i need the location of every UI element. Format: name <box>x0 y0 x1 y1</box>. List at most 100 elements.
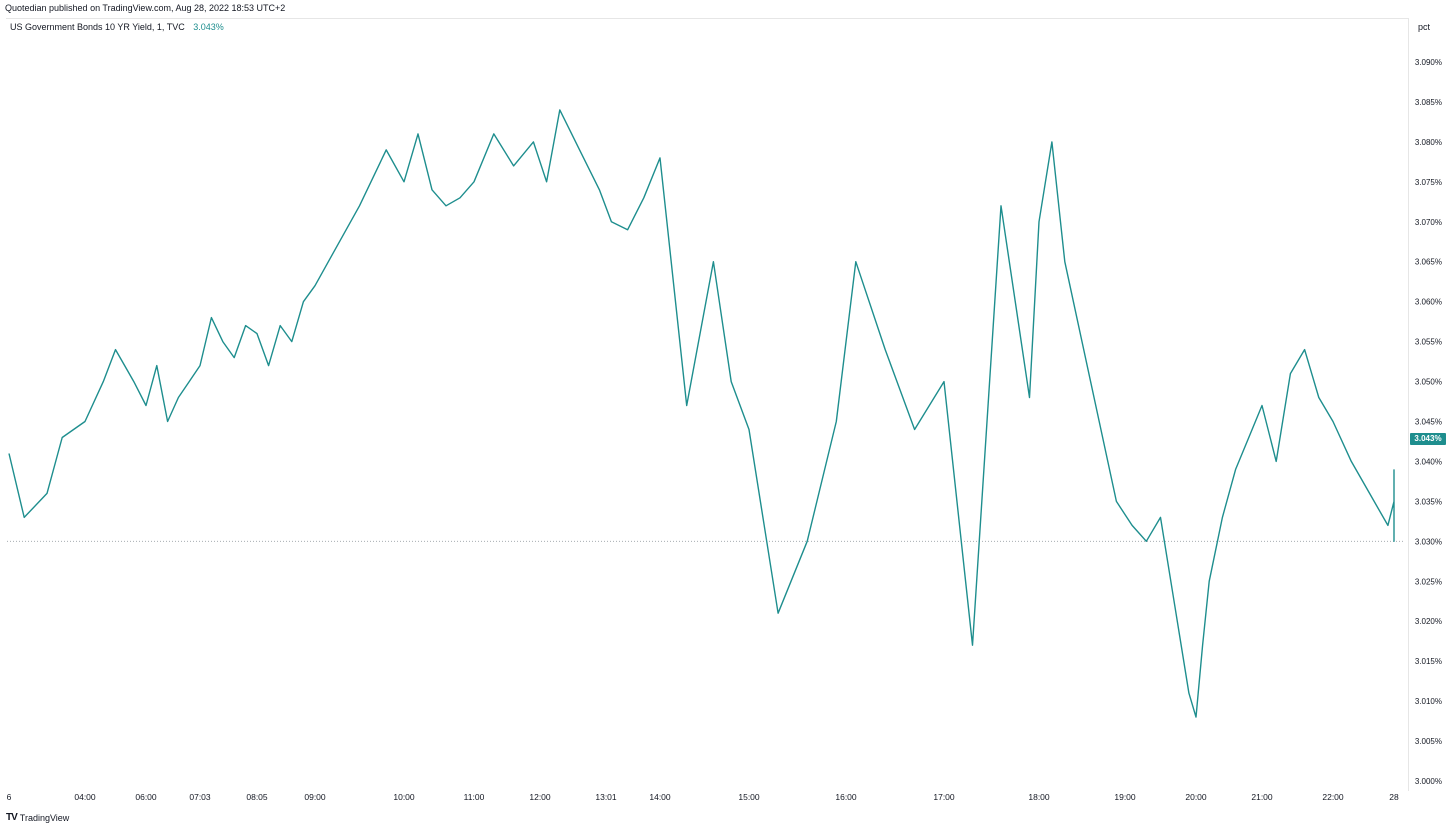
x-tick-label: 21:00 <box>1251 792 1273 802</box>
tradingview-name: TradingView <box>19 812 70 823</box>
data-point <box>445 205 447 207</box>
data-point <box>1289 372 1291 374</box>
y-tick-label: 3.035% <box>1415 497 1442 506</box>
data-point <box>1159 516 1161 518</box>
x-tick-label: 11:00 <box>464 792 485 802</box>
data-point <box>1064 261 1066 263</box>
data-point <box>8 452 10 454</box>
data-point <box>686 404 688 406</box>
data-point <box>1038 221 1040 223</box>
data-point <box>730 380 732 382</box>
data-point <box>1393 492 1395 494</box>
data-point <box>1098 420 1100 422</box>
y-tick-label: 3.080% <box>1415 138 1442 147</box>
data-point <box>748 428 750 430</box>
data-point <box>1393 500 1395 502</box>
data-point <box>1393 468 1395 470</box>
data-point <box>102 380 104 382</box>
data-point <box>1350 460 1352 462</box>
data-point <box>1145 540 1147 542</box>
x-tick-label: 16:00 <box>835 792 857 802</box>
data-point <box>1051 141 1053 143</box>
x-tick-label: 28 <box>1389 792 1399 802</box>
data-point <box>199 364 201 366</box>
data-point <box>0 476 1 478</box>
data-point <box>61 436 63 438</box>
data-point <box>0 556 1 558</box>
y-tick-label: 3.085% <box>1415 98 1442 107</box>
x-tick-label: 20:00 <box>1185 792 1207 802</box>
y-tick-label: 3.045% <box>1415 418 1442 427</box>
yield-series-line <box>8 109 1395 718</box>
data-point <box>806 540 808 542</box>
y-tick-label: 3.025% <box>1415 577 1442 586</box>
data-point <box>46 492 48 494</box>
data-point <box>0 436 1 438</box>
y-tick-label: 3.030% <box>1415 537 1442 546</box>
x-tick-label: 14:00 <box>649 792 671 802</box>
data-point <box>0 508 1 510</box>
data-point <box>459 197 461 199</box>
data-point <box>267 364 269 366</box>
x-tick-label: 12:00 <box>529 792 551 802</box>
data-point <box>971 644 973 646</box>
y-tick-label: 3.000% <box>1415 777 1442 786</box>
data-point <box>210 316 212 318</box>
x-tick-label: 09:00 <box>304 792 326 802</box>
data-point <box>777 612 779 614</box>
data-point <box>1195 716 1197 718</box>
data-point <box>0 572 1 574</box>
tradingview-logo-icon: TV <box>6 812 18 823</box>
data-point <box>114 348 116 350</box>
data-point <box>177 396 179 398</box>
data-point <box>643 197 645 199</box>
data-point <box>1387 524 1389 526</box>
data-point <box>659 157 661 159</box>
data-point <box>84 420 86 422</box>
data-point <box>913 428 915 430</box>
data-point <box>1234 468 1236 470</box>
data-point <box>156 364 158 366</box>
data-point <box>626 229 628 231</box>
x-tick-label: 10:00 <box>393 792 415 802</box>
y-tick-label: 3.050% <box>1415 378 1442 387</box>
y-tick-label: 3.070% <box>1415 218 1442 227</box>
tradingview-brand[interactable]: TV TradingView <box>6 812 69 823</box>
data-point <box>598 189 600 191</box>
data-point <box>1188 692 1190 694</box>
data-point <box>188 380 190 382</box>
data-point <box>1081 340 1083 342</box>
data-point <box>1208 580 1210 582</box>
y-tick-label: 3.055% <box>1415 338 1442 347</box>
data-point <box>855 261 857 263</box>
data-point <box>0 516 1 518</box>
x-tick-label: 13:01 <box>595 792 617 802</box>
data-point <box>233 356 235 358</box>
data-point <box>403 181 405 183</box>
y-tick-label: 3.040% <box>1415 457 1442 466</box>
x-tick-label: 17:00 <box>933 792 955 802</box>
publisher-line: Quotedian published on TradingView.com, … <box>5 3 286 13</box>
x-tick-label: 07:03 <box>189 792 211 802</box>
data-point <box>222 340 224 342</box>
data-point <box>712 261 714 263</box>
x-tick-label: 22:00 <box>1322 792 1344 802</box>
data-point <box>0 524 1 526</box>
data-point <box>256 332 258 334</box>
data-point <box>0 420 1 422</box>
y-tick-label: 3.075% <box>1415 178 1442 187</box>
data-point <box>431 189 433 191</box>
data-point <box>244 324 246 326</box>
data-point <box>417 133 419 135</box>
data-point <box>166 420 168 422</box>
data-point <box>385 149 387 151</box>
x-tick-label: 08:05 <box>246 792 268 802</box>
data-point <box>943 380 945 382</box>
data-point <box>279 324 281 326</box>
data-point <box>23 516 25 518</box>
symbol-header[interactable]: US Government Bonds 10 YR Yield, 1, TVC … <box>10 22 224 32</box>
data-point <box>1368 492 1370 494</box>
data-point <box>493 133 495 135</box>
